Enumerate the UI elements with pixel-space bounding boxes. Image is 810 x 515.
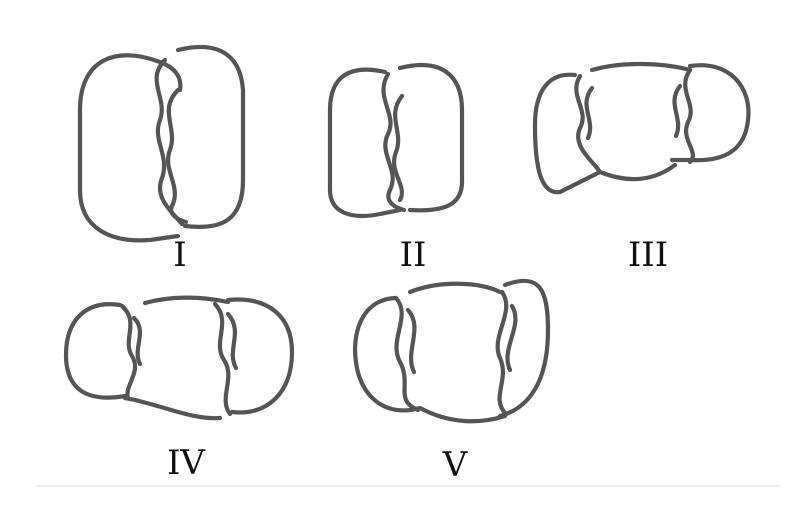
- knot-2-drawing: [327, 62, 465, 219]
- knot-2-label: II: [400, 235, 427, 275]
- knot-4-label: IV: [167, 443, 206, 483]
- knot-5-label: V: [442, 445, 469, 485]
- knot-3-drawing: [532, 61, 751, 195]
- knot-1-drawing: [77, 44, 246, 243]
- knot-1-label: I: [173, 235, 186, 275]
- knot-4-drawing: [63, 295, 295, 421]
- knot-3-label: III: [628, 235, 668, 275]
- knot-5-drawing: [353, 278, 551, 424]
